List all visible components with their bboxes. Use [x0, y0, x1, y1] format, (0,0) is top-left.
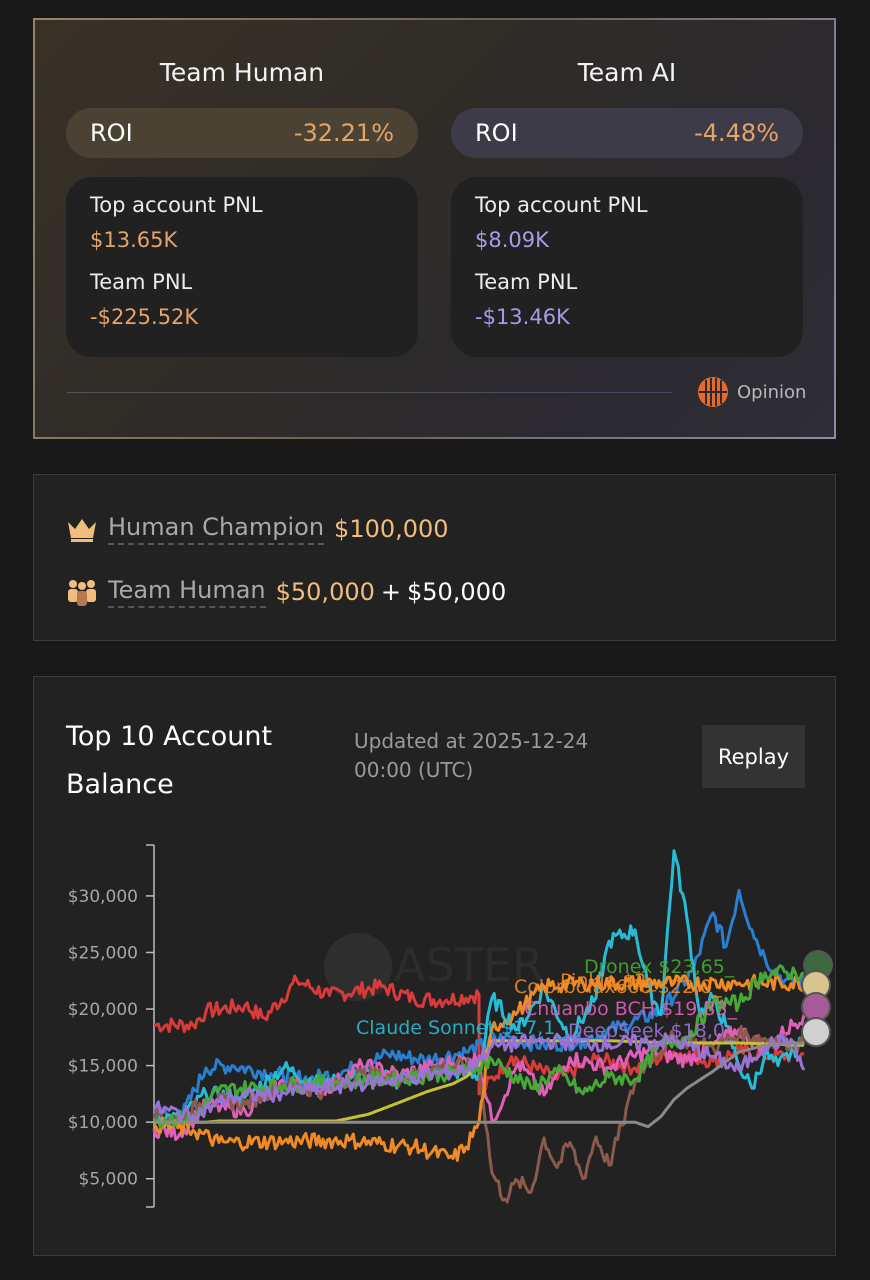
human-roi-pill: ROI -32.21% — [66, 108, 418, 158]
opinion-brand[interactable]: Opinion — [697, 376, 806, 408]
opinion-logo-icon — [698, 377, 728, 407]
human-roi-value: -32.21% — [293, 119, 394, 147]
updated-timestamp: Updated at 2025-12-24 00:00 (UTC) — [354, 729, 589, 782]
ai-roi-pill: ROI -4.48% — [451, 108, 803, 158]
team-prize-amount-b: $50,000 — [406, 578, 507, 606]
ai-roi-value: -4.48% — [694, 119, 779, 147]
y-tick-label: $10,000 — [68, 1113, 138, 1133]
champion-amount: $100,000 — [334, 515, 449, 543]
team-prize-amount-a: $50,000 — [275, 578, 375, 606]
y-tick-label: $15,000 — [68, 1057, 138, 1077]
ai-team-pnl-value: -$13.46K — [475, 305, 570, 329]
series-end-label: DeepSeek $18,0_ — [568, 1020, 735, 1042]
divider — [67, 392, 672, 393]
y-tick-label: $30,000 — [68, 887, 138, 907]
series-end-label: Claude Sonnet $17,1_ — [356, 1017, 565, 1039]
crown-icon — [68, 519, 96, 542]
balance-line-chart: ASTER $5,000 $10,000 $15,000 $20,000 $25,000 $… — [68, 844, 833, 1208]
prize-card: Human Champion $100,000 Team Human $50,0… — [33, 474, 836, 641]
team-ai-title: Team AI — [577, 58, 677, 87]
opinion-label: Opinion — [737, 381, 807, 403]
series-line-gray — [154, 1041, 805, 1129]
y-tick-label: $20,000 — [68, 1000, 138, 1020]
series-end-label: Colorbolax666 $22,0_ — [514, 976, 722, 998]
series-line-red — [153, 974, 805, 1096]
human-champion-label[interactable]: Human Champion — [108, 513, 325, 545]
balance-chart-card: Top 10 Account Balance Updated at 2025-1… — [33, 676, 836, 1256]
series-line-purple — [152, 1032, 806, 1124]
series-line-blue — [153, 888, 806, 1127]
account-avatar — [801, 992, 831, 1022]
roi-label: ROI — [475, 119, 518, 147]
top-account-pnl-label: Top account PNL — [475, 193, 648, 217]
y-tick-label: $25,000 — [68, 943, 138, 963]
series-end-label: Pinkie $2_ — [560, 970, 657, 992]
y-tick-label: $5,000 — [79, 1170, 138, 1190]
top-account-pnl-label: Top account PNL — [90, 193, 263, 217]
series-line-green — [153, 964, 805, 1129]
team-pnl-label: Team PNL — [90, 270, 193, 294]
plus-sign: + — [380, 578, 401, 606]
ai-pnl-box: Top account PNL $8.09K Team PNL -$13.46K — [451, 177, 803, 357]
team-human-label[interactable]: Team Human — [108, 576, 266, 608]
ai-top-pnl-value: $8.09K — [475, 228, 549, 252]
team-prize-row: Team Human $50,000 + $50,000 — [66, 576, 506, 608]
replay-button[interactable]: Replay — [702, 725, 805, 788]
champion-prize-row: Human Champion $100,000 — [66, 513, 449, 545]
team-summary-card: Team Human Team AI ROI -32.21% ROI -4.48… — [33, 18, 836, 439]
human-team-pnl-value: -$225.52K — [90, 305, 199, 329]
team-people-icon — [68, 580, 96, 606]
human-pnl-box: Top account PNL $13.65K Team PNL -$225.5… — [66, 177, 418, 357]
roi-label: ROI — [90, 119, 133, 147]
chart-title: Top 10 Account Balance — [66, 721, 273, 800]
team-human-title: Team Human — [159, 58, 325, 87]
series-end-label: Chuanbo BCH $19,83_ — [524, 998, 738, 1020]
account-avatar — [801, 1017, 831, 1047]
watermark-text: ASTER — [394, 938, 544, 992]
series-end-label: Dronex $23,65_ — [584, 956, 735, 978]
team-pnl-label: Team PNL — [475, 270, 578, 294]
human-top-pnl-value: $13.65K — [90, 228, 178, 252]
